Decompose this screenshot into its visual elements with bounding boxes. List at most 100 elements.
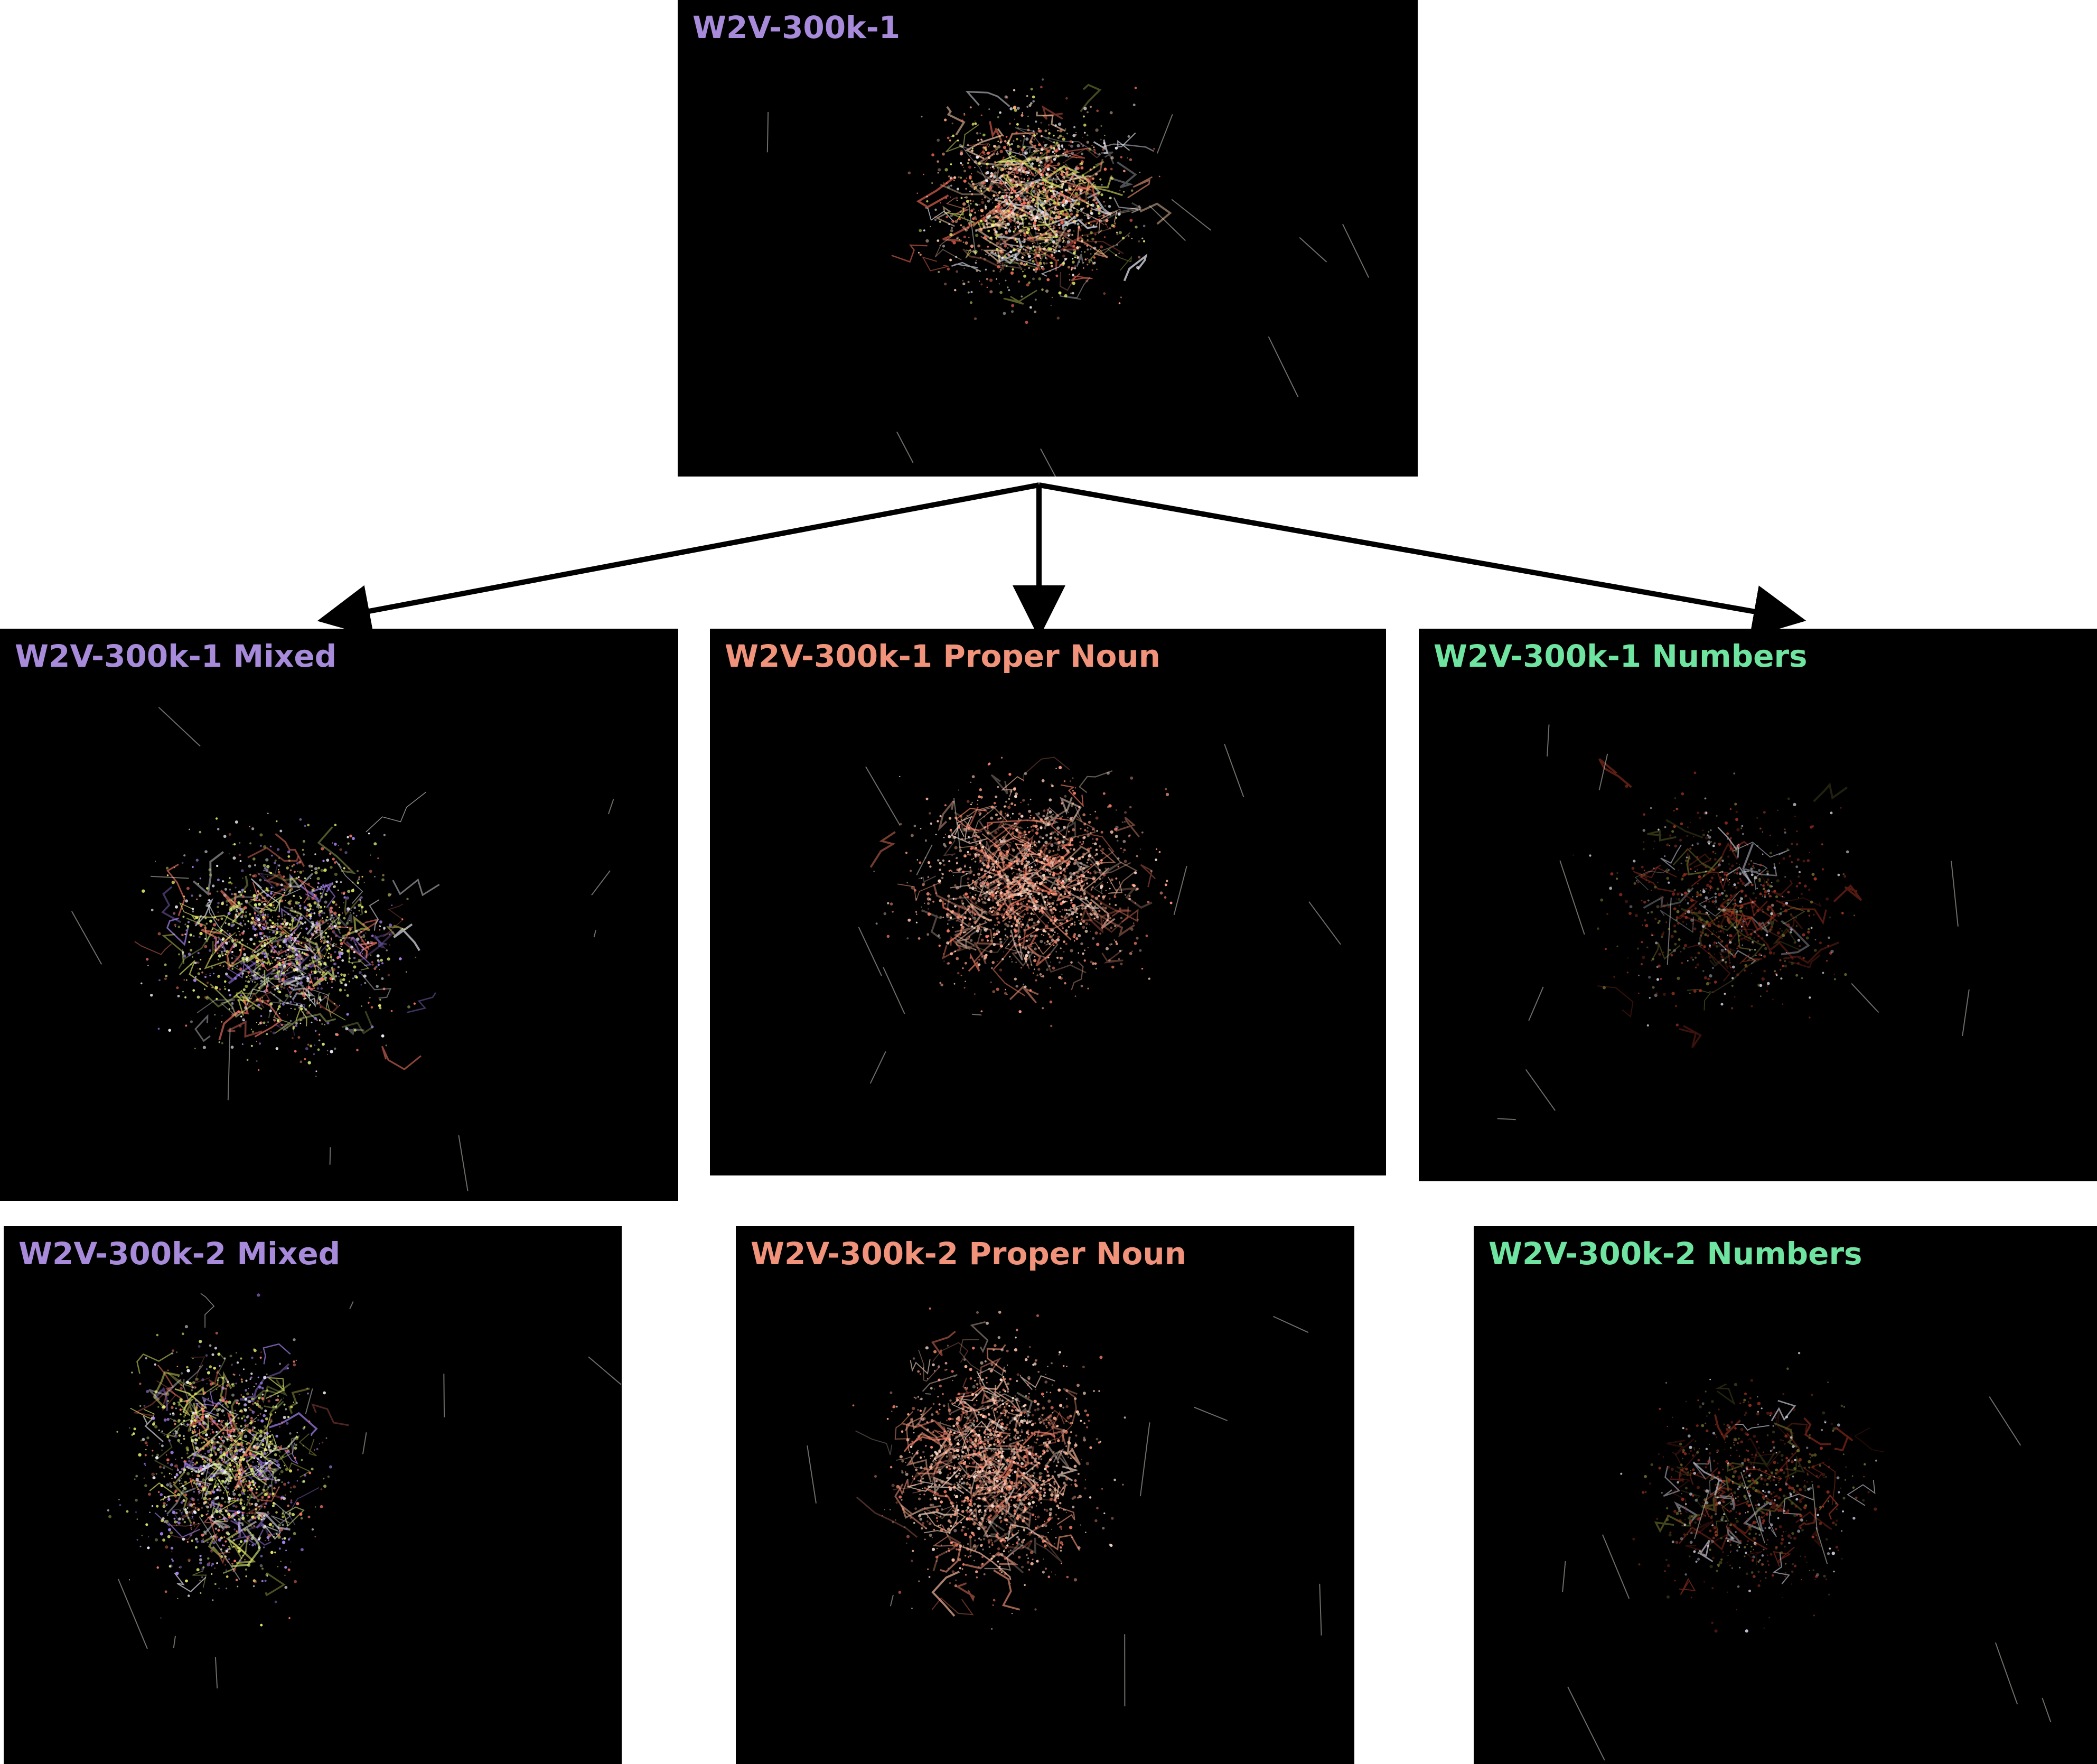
- point: [194, 962, 196, 964]
- point: [214, 1014, 216, 1016]
- point: [986, 913, 988, 915]
- point: [929, 898, 932, 901]
- point: [1759, 995, 1762, 997]
- point: [275, 1047, 278, 1050]
- point: [1053, 183, 1054, 185]
- point: [915, 913, 918, 915]
- point: [317, 866, 320, 870]
- point: [962, 241, 965, 243]
- point: [1050, 185, 1053, 188]
- filament: [951, 262, 981, 272]
- point: [1034, 249, 1036, 251]
- point: [1045, 262, 1048, 265]
- point: [966, 178, 968, 179]
- point: [1056, 191, 1058, 193]
- point: [980, 938, 984, 942]
- point: [1065, 216, 1069, 219]
- point: [923, 173, 924, 175]
- point: [999, 219, 1001, 221]
- point: [1028, 250, 1031, 253]
- point: [1052, 922, 1055, 925]
- point: [1031, 209, 1033, 211]
- point: [1011, 304, 1015, 307]
- point: [253, 921, 257, 925]
- point: [997, 205, 1000, 208]
- point: [962, 282, 966, 285]
- point: [256, 1022, 258, 1023]
- point: [252, 928, 254, 930]
- point: [980, 256, 981, 258]
- point: [962, 202, 966, 206]
- point: [257, 1003, 260, 1007]
- point: [217, 879, 220, 881]
- point: [330, 956, 333, 959]
- point: [389, 934, 390, 936]
- point: [263, 845, 267, 849]
- point: [1011, 310, 1014, 313]
- point: [237, 927, 239, 929]
- point: [320, 955, 323, 958]
- point: [264, 913, 267, 916]
- point: [226, 943, 228, 945]
- point: [188, 953, 191, 956]
- point: [1019, 840, 1023, 844]
- point: [1062, 835, 1065, 838]
- point: [1068, 891, 1071, 894]
- point: [987, 864, 990, 868]
- point: [264, 935, 265, 937]
- point: [1015, 934, 1017, 936]
- filament: [1722, 905, 1753, 928]
- point: [235, 886, 237, 889]
- point: [1123, 170, 1126, 173]
- filament: [1005, 171, 1028, 194]
- point: [1082, 136, 1083, 138]
- point: [294, 977, 297, 980]
- point: [323, 957, 324, 959]
- point: [221, 953, 224, 955]
- point: [277, 990, 280, 993]
- point: [1094, 241, 1097, 244]
- point: [294, 905, 296, 907]
- point: [337, 889, 339, 891]
- point: [1018, 238, 1021, 239]
- filament: [134, 941, 172, 955]
- point: [1037, 127, 1040, 130]
- point: [1089, 924, 1090, 926]
- point: [1032, 895, 1034, 897]
- point: [950, 184, 952, 187]
- point: [1762, 884, 1765, 887]
- point: [377, 857, 379, 859]
- point: [1005, 934, 1007, 937]
- point: [1085, 922, 1089, 926]
- point: [1053, 178, 1054, 179]
- outlier-streak: [896, 431, 914, 463]
- point: [258, 923, 261, 927]
- point: [1075, 907, 1078, 910]
- point: [1029, 174, 1031, 175]
- filament: [209, 983, 254, 1018]
- point: [996, 207, 1000, 211]
- point: [975, 894, 977, 896]
- point: [1080, 878, 1083, 880]
- point: [1060, 221, 1064, 225]
- point: [361, 906, 364, 909]
- point: [1062, 152, 1064, 154]
- point: [189, 934, 192, 937]
- point: [319, 1019, 321, 1021]
- point: [314, 893, 315, 895]
- point: [174, 867, 175, 869]
- point: [314, 1030, 317, 1032]
- point: [1010, 895, 1014, 899]
- point: [331, 924, 334, 927]
- point: [302, 839, 306, 843]
- point: [339, 947, 341, 949]
- filament: [178, 927, 221, 969]
- point: [1042, 181, 1044, 184]
- point: [1053, 886, 1056, 890]
- point: [1026, 195, 1028, 197]
- point: [1081, 843, 1083, 846]
- filament: [312, 946, 326, 974]
- point: [1014, 254, 1017, 256]
- point: [249, 826, 250, 827]
- point: [289, 929, 292, 932]
